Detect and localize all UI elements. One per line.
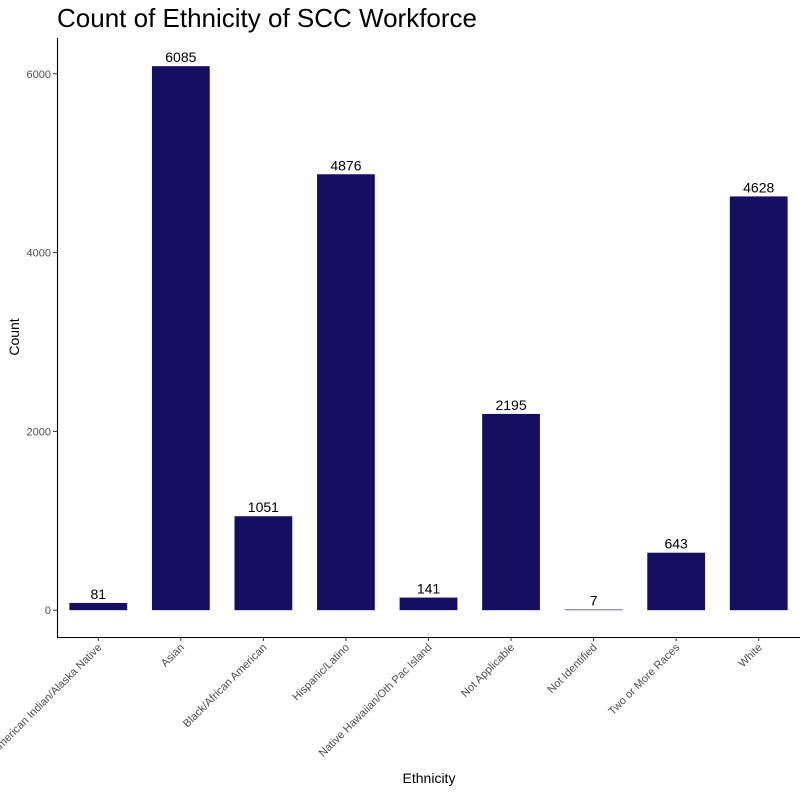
bar-american-indian-alaska-native — [69, 602, 128, 611]
x-tick-label: Asian — [159, 642, 187, 670]
data-label: 2195 — [495, 397, 526, 413]
bar-hispanic-latino — [317, 174, 375, 611]
data-label: 643 — [664, 536, 688, 552]
x-tick-label: Not Identified — [545, 642, 599, 696]
chart-title: Count of Ethnicity of SCC Workforce — [57, 3, 477, 33]
y-tick-label: 4000 — [27, 248, 51, 260]
data-label: 81 — [90, 586, 106, 602]
data-labels-group: 81 6085 1051 4876 141 2195 7 643 4628 — [90, 49, 774, 608]
bar-not-applicable — [482, 413, 540, 611]
data-label: 1051 — [248, 499, 279, 515]
y-tick-label: 2000 — [27, 426, 51, 438]
data-label: 141 — [417, 581, 441, 597]
bar-native-hawaiian-oth-pac-island — [399, 597, 458, 611]
x-tick-label: White — [736, 642, 764, 670]
bar-white — [729, 196, 788, 611]
x-tick-label: Black/African American — [181, 642, 269, 730]
x-tick-label: Hispanic/Latino — [290, 642, 352, 704]
y-axis-ticks: 0 2000 4000 6000 — [27, 69, 57, 617]
x-axis-title: Ethnicity — [403, 770, 456, 786]
data-label: 6085 — [165, 49, 196, 65]
bars-group — [69, 66, 788, 611]
x-tick-label: Two or More Races — [606, 641, 682, 717]
x-tick-label: American Indian/Alaska Native — [0, 642, 104, 756]
data-label: 4628 — [743, 179, 774, 195]
y-tick-label: 6000 — [27, 69, 51, 81]
data-label: 4876 — [330, 157, 361, 173]
data-label: 7 — [590, 593, 598, 609]
bar-asian — [151, 66, 210, 611]
y-axis-title: Count — [6, 318, 22, 355]
x-axis-ticks: American Indian/Alaska Native AsianBlack/… — [0, 637, 765, 760]
y-tick-label: 0 — [45, 605, 51, 617]
bar-two-or-more-races — [647, 552, 706, 611]
bar-black-african-american — [234, 516, 293, 611]
x-tick-label: Not Applicable — [459, 642, 517, 700]
bar-not-identified — [564, 609, 623, 611]
